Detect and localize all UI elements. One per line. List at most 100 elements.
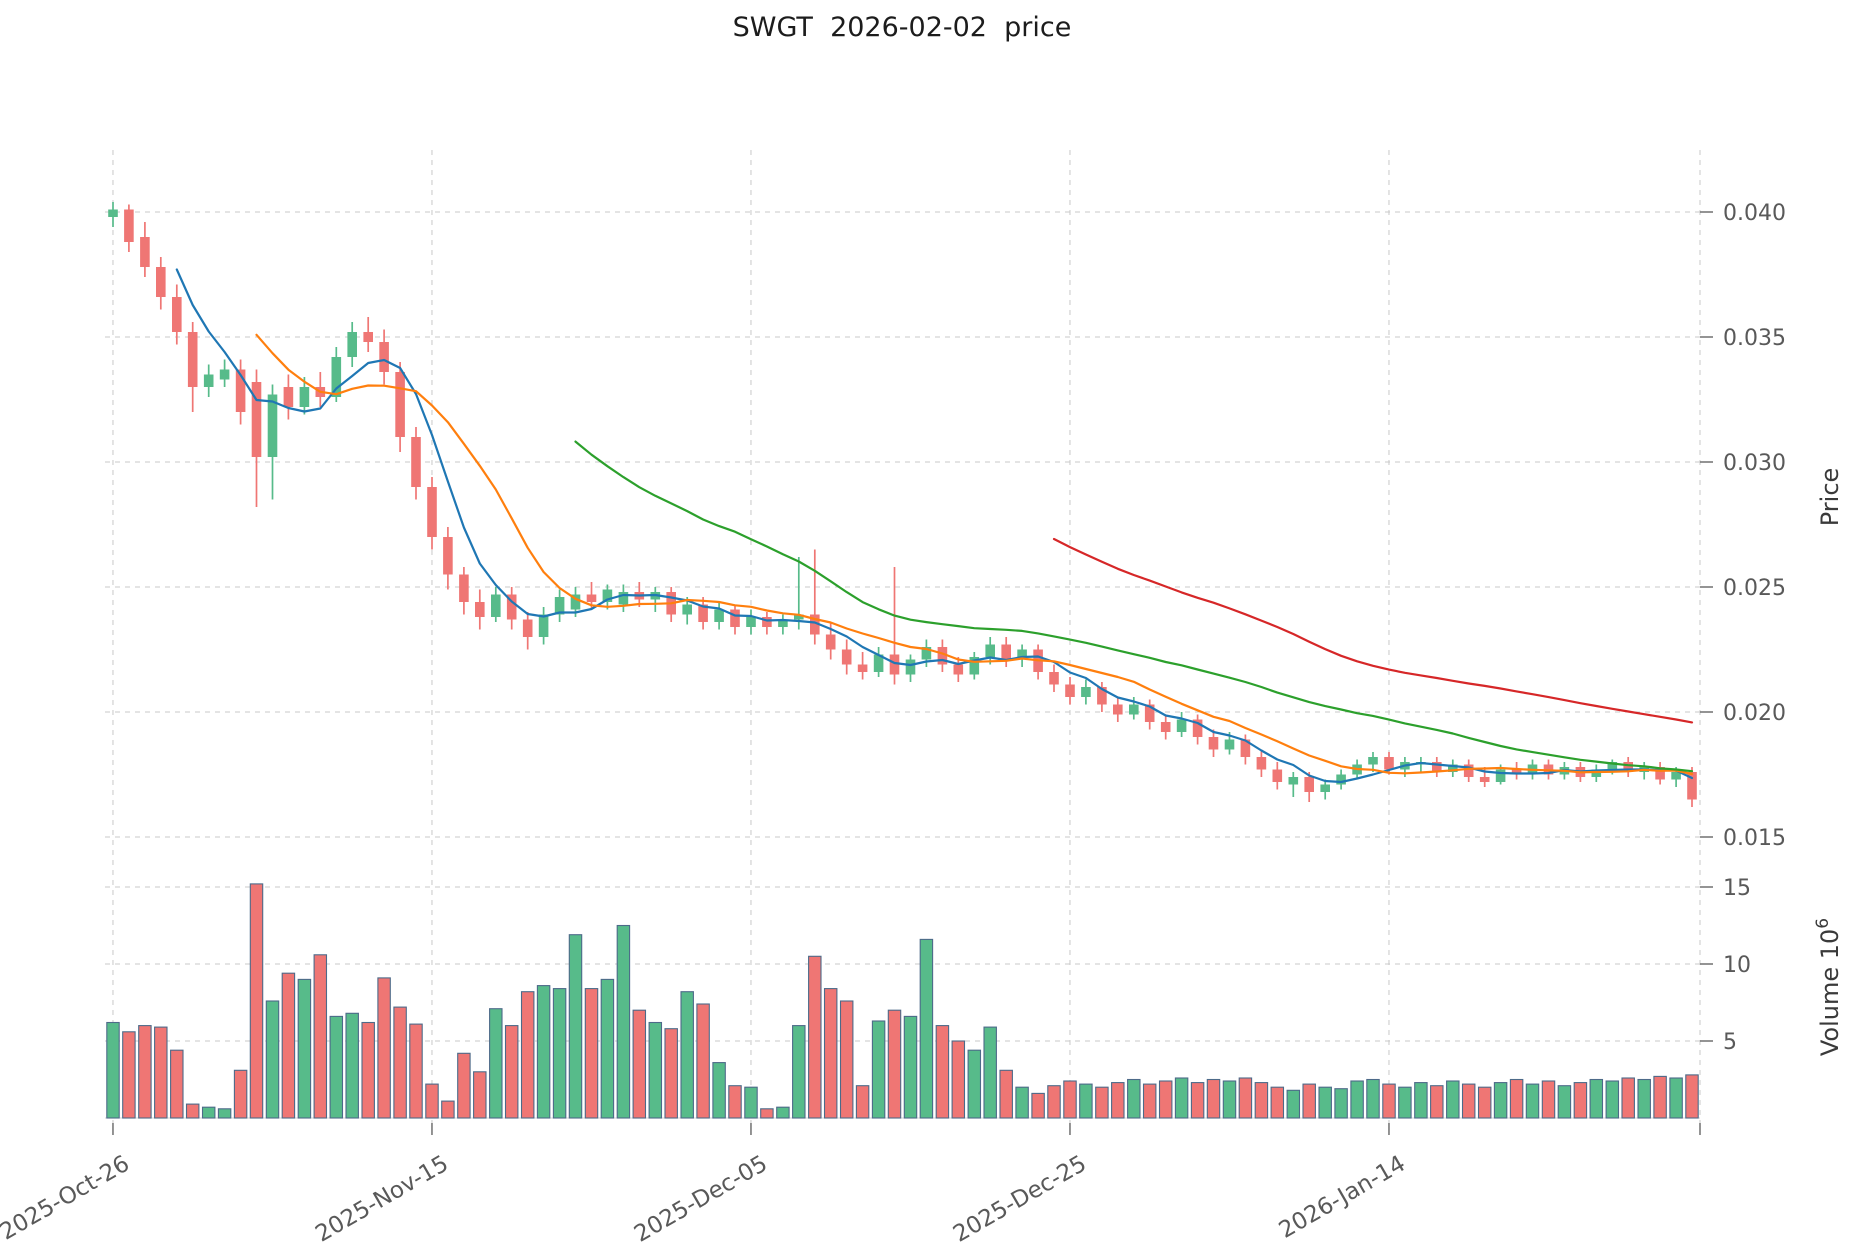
volume-bar [712,1062,726,1119]
volume-bar [983,1026,997,1119]
volume-bar [1589,1078,1604,1119]
candle-body [235,369,246,412]
candle-body [905,659,916,675]
volume-bar [473,1071,487,1119]
candle-body [1511,769,1522,775]
ma-lines [175,268,1694,784]
candle-body [714,609,724,622]
candle-body [794,614,804,620]
candle-body [140,237,150,267]
grid-layer [105,150,1701,1125]
volume-bar [855,1085,870,1119]
volume-bar [887,1009,902,1119]
candle-body [219,369,230,380]
volume-bar [217,1108,232,1119]
candle-body [108,209,118,217]
x-tick-label: 2025-Dec-25 [949,1151,1091,1246]
volume-bar [903,1015,918,1119]
volume-bar [871,1020,886,1119]
volume-bar [1270,1086,1285,1119]
ma-line-5 [175,268,1694,784]
candles-layer [108,202,1697,807]
volume-bar [999,1069,1013,1119]
candle-body [889,654,900,675]
x-tick-label: 2025-Dec-05 [630,1151,772,1246]
volume-bar [1685,1074,1699,1119]
candle-body [1001,644,1011,660]
candle-body [698,604,708,622]
candle-body [156,267,166,297]
volume-bar [1111,1082,1125,1119]
volume-bar [425,1083,439,1119]
volume-bar [1079,1083,1093,1119]
volume-bar [600,978,615,1119]
candle-body [491,594,501,617]
candle-body [363,332,373,342]
volume-axis-title-text: Volume 10 [1816,929,1844,1056]
price-tick-label: 0.040 [1723,201,1786,226]
volume-bar [632,1009,647,1119]
volume-bar [808,955,822,1119]
volume-bar [1286,1089,1301,1119]
volume-bar [1238,1077,1253,1119]
volume-bar [1158,1080,1173,1119]
candle-body [187,332,198,387]
volume-axis-title-exponent: 6 [1813,918,1833,929]
volume-bar [744,1086,758,1119]
candle-body [427,487,437,537]
x-tick-label: 2025-Oct-26 [0,1151,134,1246]
candle-body [1623,762,1633,772]
volume-bar [265,1000,280,1119]
volume-bar [297,978,312,1119]
volume-bar [504,1025,519,1119]
volume-bar [648,1021,663,1119]
candle-body [172,297,182,332]
candle-body [1591,769,1602,777]
candle-body [1495,769,1506,782]
candle-body [251,382,262,457]
volume-bar [170,1049,184,1119]
volume-bar [1605,1080,1620,1119]
volume-bar [185,1103,200,1119]
candle-body [459,574,469,602]
volume-bar [1350,1080,1364,1119]
candle-body [331,357,342,397]
candle-body [1097,687,1107,705]
volume-bar [823,988,838,1119]
candle-body [921,647,932,660]
candle-body [1144,704,1155,722]
volume-bar [1414,1082,1428,1119]
candle-body [1272,769,1283,782]
volume-tick-label: 10 [1723,953,1751,978]
candle-body [762,617,772,627]
volume-bar [1446,1080,1460,1119]
x-tick-label: 2025-Nov-15 [311,1151,453,1246]
volume-bar [696,1003,710,1119]
volume-bar [951,1040,966,1119]
volume-bar [1095,1086,1109,1119]
ma-line-60 [1052,537,1694,724]
volume-bar [1477,1086,1492,1119]
volume-bar [249,883,264,1119]
candle-body [1256,757,1267,770]
volume-bar [138,1025,152,1119]
candle-body [857,664,868,672]
volume-bar [1461,1083,1476,1119]
candle-body [1017,649,1027,660]
candle-body [618,592,629,605]
volume-bar [584,988,599,1119]
candle-body [411,437,421,487]
candle-body [1304,777,1314,792]
volume-bar [664,1028,678,1119]
volume-bars [106,883,1699,1119]
volume-bar [839,1000,854,1119]
candle-body [682,604,692,615]
volume-bar [281,972,296,1119]
candle-body [1192,719,1203,737]
candle-body [953,664,964,675]
candle-body [1607,762,1618,770]
volume-bar [361,1021,375,1119]
candle-body [1479,777,1490,782]
volume-bar [1653,1075,1667,1119]
